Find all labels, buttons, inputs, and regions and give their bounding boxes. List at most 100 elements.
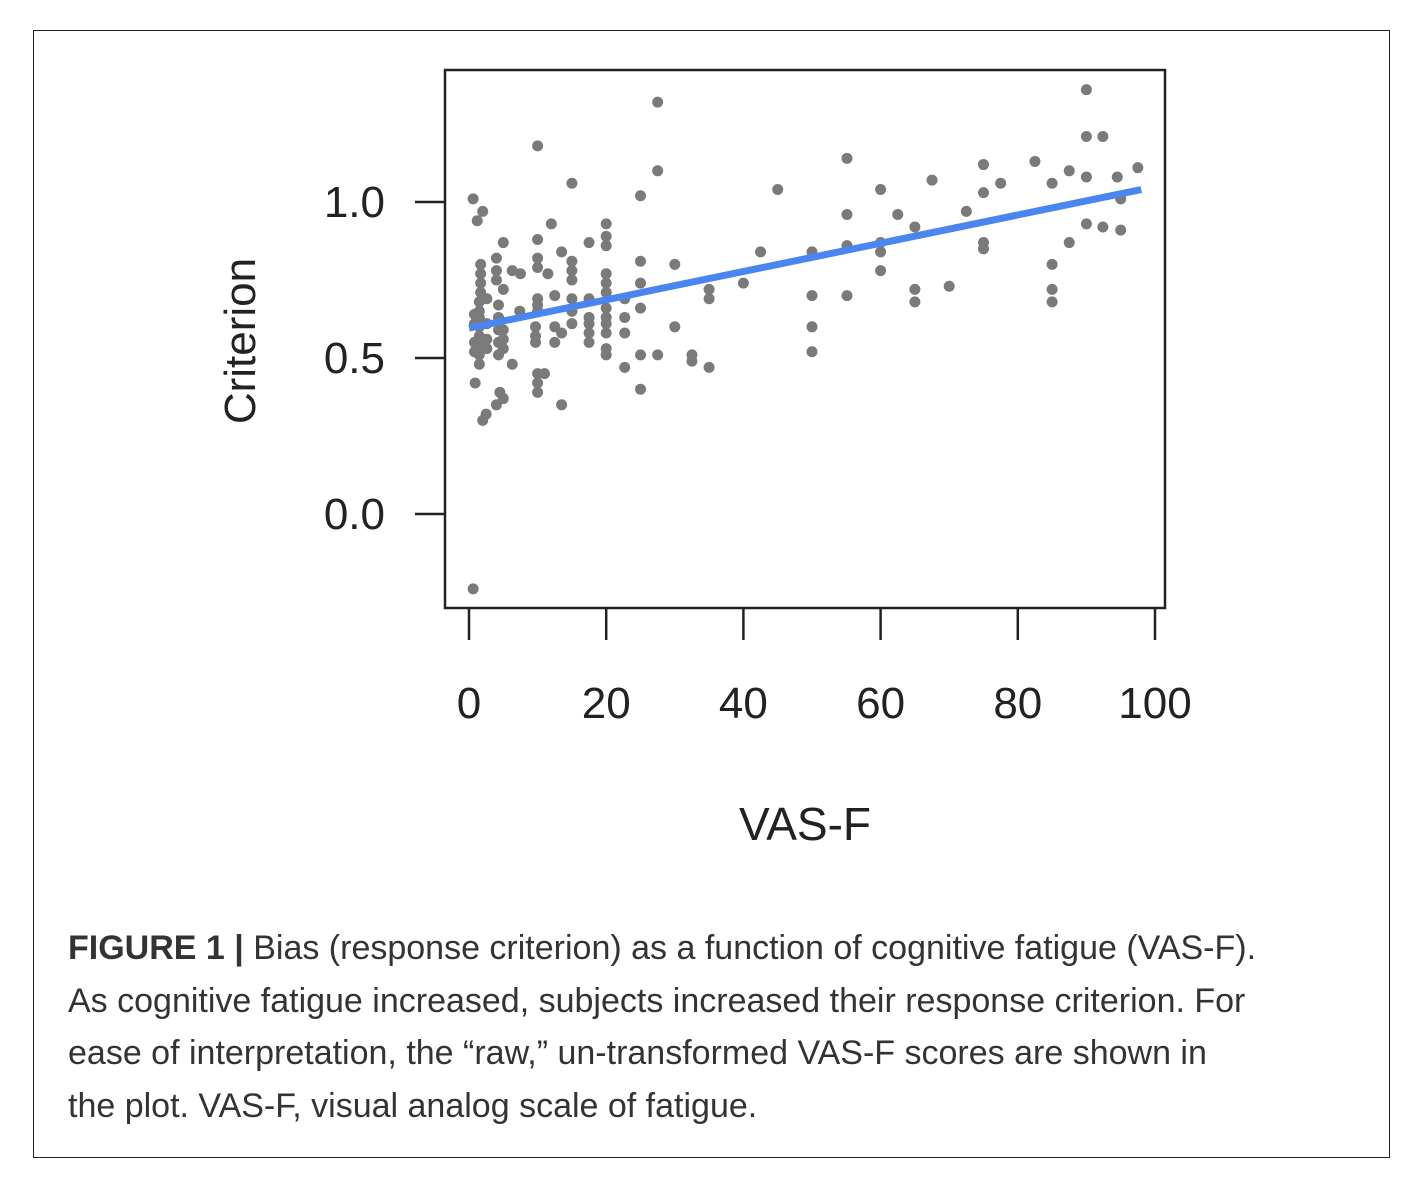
x-tick-label: 100 <box>1118 679 1191 728</box>
data-point <box>1080 171 1092 183</box>
data-point <box>635 190 646 202</box>
data-point <box>538 368 550 380</box>
plot-box <box>443 68 1167 610</box>
data-point <box>532 140 544 152</box>
data-point <box>1097 221 1109 233</box>
data-point <box>600 230 612 242</box>
data-point <box>532 386 544 398</box>
data-point <box>497 333 509 345</box>
caption-line-1: FIGURE 1 | Bias (response criterion) as … <box>68 922 1378 975</box>
data-point <box>1097 130 1109 142</box>
points-layer <box>467 84 1144 595</box>
data-point <box>978 159 989 171</box>
data-point <box>1046 258 1058 270</box>
data-point <box>960 205 972 217</box>
data-point <box>652 349 664 361</box>
data-point <box>652 165 664 177</box>
data-point <box>475 258 487 270</box>
data-point <box>635 383 646 395</box>
data-point <box>1063 237 1075 249</box>
x-tick-label: 20 <box>582 679 631 728</box>
data-point <box>566 274 578 286</box>
data-point <box>566 255 578 267</box>
data-point <box>600 349 612 361</box>
x-axis-label: VAS-F <box>739 798 871 850</box>
caption-line-4: the plot. VAS-F, visual analog scale of … <box>68 1086 758 1125</box>
data-point <box>841 152 853 164</box>
data-point <box>1132 162 1144 174</box>
data-point <box>481 293 493 305</box>
data-point <box>566 265 578 277</box>
data-point <box>514 268 526 280</box>
data-point <box>468 308 480 320</box>
x-tick-label: 80 <box>993 679 1042 728</box>
y-axis-label: Criterion <box>216 258 265 424</box>
data-point <box>875 184 887 196</box>
data-point <box>468 336 480 348</box>
data-point <box>806 346 818 358</box>
data-point <box>532 262 544 274</box>
data-point <box>669 321 681 333</box>
data-point <box>532 233 544 245</box>
figure-frame <box>33 30 1390 1158</box>
data-point <box>909 221 921 233</box>
data-point <box>1080 218 1092 230</box>
data-point <box>490 274 502 286</box>
data-point <box>490 265 502 277</box>
data-point <box>475 268 487 280</box>
data-point <box>635 255 646 267</box>
scatter-plot: 0 20 40 60 80 100 0.0 0.5 1.0 VAS-F Criterion <box>216 68 1192 850</box>
data-point <box>468 346 480 358</box>
y-axis: 0.0 0.5 1.0 <box>324 178 445 539</box>
data-point <box>600 277 612 289</box>
data-point <box>635 277 646 289</box>
data-point <box>532 377 544 389</box>
x-tick-label: 40 <box>719 679 768 728</box>
data-point <box>490 252 502 264</box>
data-point <box>892 208 904 220</box>
data-point <box>471 215 483 227</box>
data-point <box>943 280 955 292</box>
data-point <box>737 277 749 289</box>
data-point <box>475 277 487 289</box>
data-point <box>492 299 504 311</box>
data-point <box>600 318 612 330</box>
data-point <box>583 327 595 339</box>
caption-line-3: ease of interpretation, the “raw,” un-tr… <box>68 1034 1207 1072</box>
x-axis: 0 20 40 60 80 100 <box>457 608 1192 728</box>
caption-label: FIGURE 1 | <box>68 929 244 967</box>
data-point <box>532 252 544 264</box>
data-point <box>1046 296 1058 308</box>
data-point <box>1063 165 1075 177</box>
data-point <box>875 246 887 258</box>
data-point <box>978 243 989 255</box>
data-point <box>490 399 502 411</box>
data-point <box>473 358 485 370</box>
data-point <box>600 268 612 280</box>
data-point <box>926 174 938 186</box>
data-point <box>545 218 557 230</box>
data-point <box>806 321 818 333</box>
data-point <box>477 414 489 426</box>
data-point <box>1046 177 1058 189</box>
data-point <box>619 361 631 373</box>
data-point <box>703 361 715 373</box>
data-point <box>806 290 818 302</box>
data-point <box>600 218 612 230</box>
data-point <box>469 377 481 389</box>
data-point <box>755 246 767 258</box>
data-point <box>542 268 554 280</box>
data-point <box>497 237 509 249</box>
data-point <box>978 187 989 199</box>
data-point <box>566 318 578 330</box>
data-point <box>583 336 595 348</box>
y-tick-label: 1.0 <box>324 178 385 227</box>
data-point <box>583 237 595 249</box>
caption-line-2: As cognitive fatigue increased, subjects… <box>68 981 1246 1020</box>
data-point <box>909 283 921 295</box>
data-point <box>619 311 631 323</box>
data-point <box>600 286 612 298</box>
data-point <box>841 208 853 220</box>
data-point <box>772 184 784 196</box>
data-point <box>703 283 715 295</box>
